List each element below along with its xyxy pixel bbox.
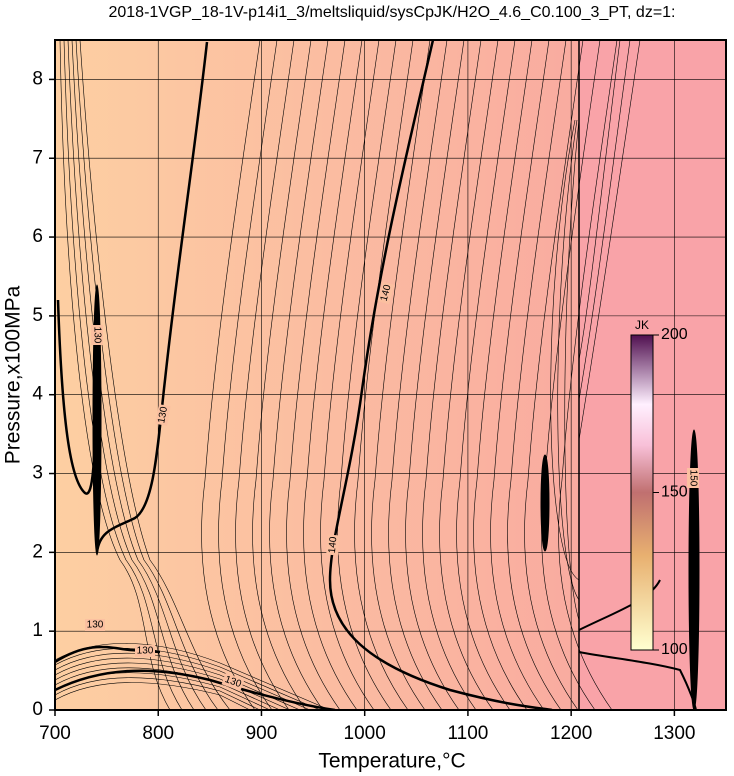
- contour-line: [218, 40, 278, 710]
- contour-line: [578, 40, 631, 401]
- colorbar-tick-label: 100: [661, 641, 688, 658]
- contour-line: [405, 40, 465, 710]
- x-tick-label: 1000: [344, 723, 386, 744]
- x-tick-label: 1300: [653, 723, 695, 744]
- contour-line: [328, 40, 435, 581]
- colorbar-ticks: 100 150 200: [653, 326, 688, 658]
- contour-label: 130: [137, 646, 154, 657]
- contour-line: [490, 40, 550, 710]
- contour-line: [456, 40, 516, 710]
- y-tick-label: 5: [32, 305, 43, 326]
- y-tick-label: 7: [32, 147, 43, 168]
- contour-cluster: [688, 429, 700, 710]
- x-tick-label: 1100: [447, 723, 488, 744]
- contour-label-bg: [687, 468, 699, 488]
- contour-line: [578, 40, 621, 361]
- contour-line: [550, 119, 580, 581]
- contour-line: [557, 119, 580, 601]
- plot-frame: [54, 39, 727, 711]
- x-axis-label: Temperature,°C: [318, 750, 465, 773]
- contour-line: [337, 40, 397, 710]
- x-tick-label: 700: [39, 723, 71, 744]
- contour-label: 130: [87, 620, 104, 631]
- contour-line: [75, 40, 219, 710]
- y-tick-label: 8: [32, 68, 43, 89]
- contour-label: 130: [91, 327, 102, 344]
- contour-line: [252, 40, 312, 710]
- contour-line: [55, 662, 291, 710]
- contour-label: 130: [156, 405, 170, 424]
- colorbar-label: JK: [635, 318, 649, 332]
- y-tick-label: 0: [32, 699, 43, 720]
- contour-label: 140: [379, 283, 394, 302]
- contour-line: [286, 40, 346, 710]
- contour-line: [59, 40, 171, 710]
- y-tick-label: 3: [32, 463, 43, 484]
- x-tick-label: 800: [142, 723, 174, 744]
- colorbar-tick-label: 150: [661, 484, 688, 501]
- contour-line: [269, 40, 329, 710]
- contour-line: [354, 40, 414, 710]
- contour-line: [303, 40, 363, 710]
- contour-line: [541, 40, 601, 710]
- contour-line: [55, 677, 261, 710]
- chart-title: 2018-1VGP_18-1V-p14i1_3/meltsliquid/sysC…: [108, 4, 675, 21]
- contour-cluster: [540, 454, 550, 552]
- contour-line: [201, 40, 261, 710]
- contour-line: [422, 40, 482, 710]
- contour-label: 140: [327, 536, 339, 554]
- y-tick-label: 1: [32, 620, 43, 641]
- y-tick-label: 2: [32, 541, 43, 562]
- contour-line: [371, 40, 431, 710]
- colorbar-tick-label: 200: [661, 326, 688, 343]
- contour-line: [55, 645, 161, 664]
- contour-line: [328, 579, 553, 710]
- contour-line: [55, 657, 301, 710]
- contours: [55, 40, 700, 710]
- contour-label-bg: [155, 404, 171, 426]
- contour-label-bg: [326, 534, 340, 556]
- contour-line: [439, 40, 499, 710]
- contour-line: [71, 40, 207, 710]
- x-tick-label: 1200: [550, 723, 592, 744]
- contour-line: [63, 40, 183, 710]
- contour-line: [473, 40, 533, 710]
- contour-label-bg: [85, 619, 105, 631]
- axes: 700 800 900 1000 1100 1200 1300 0 1 2 3 4 5 6 7 8: [32, 68, 695, 744]
- contour-label-bg: [91, 325, 103, 345]
- contour-line: [235, 40, 295, 710]
- contour-line: [320, 40, 380, 710]
- contour-line: [55, 643, 331, 710]
- contour-line: [55, 682, 251, 710]
- contour-line: [79, 40, 231, 710]
- colorbar: [630, 334, 654, 651]
- contour-label-bg: [377, 281, 395, 305]
- contour-line: [578, 40, 641, 441]
- y-tick-label: 6: [32, 226, 43, 247]
- contour-line: [388, 40, 448, 710]
- contour-cluster: [92, 284, 102, 556]
- plot-background: [55, 40, 579, 710]
- contour-line: [524, 40, 584, 710]
- contour-line: [55, 667, 281, 710]
- y-tick-label: 4: [32, 384, 43, 405]
- contour-label-bg: [221, 672, 245, 692]
- contour-label: 150: [687, 470, 698, 487]
- y-axis-label: Pressure,x100MPa: [2, 285, 25, 464]
- contour-line: [67, 40, 195, 710]
- x-tick-label: 900: [246, 723, 278, 744]
- contour-label-bg: [135, 645, 155, 657]
- contour-line: [55, 672, 271, 710]
- contour-line: [507, 40, 567, 710]
